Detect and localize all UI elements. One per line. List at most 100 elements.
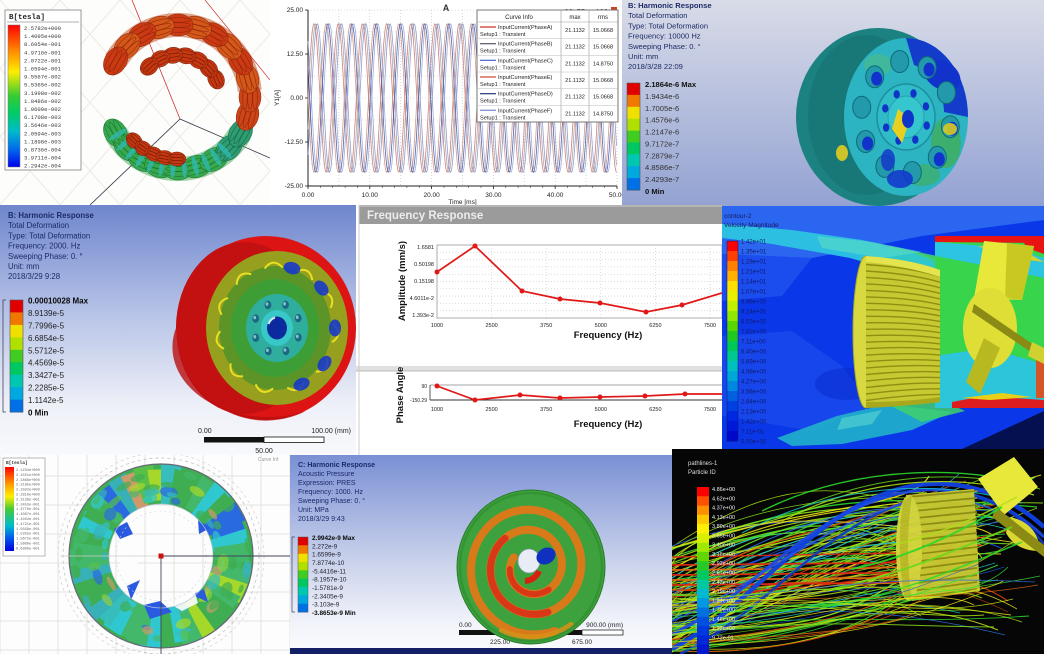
svg-text:14.8750: 14.8750	[593, 61, 613, 67]
svg-text:1.22e+00: 1.22e+00	[712, 626, 735, 632]
svg-text:InputCurrent(PhaseA): InputCurrent(PhaseA)	[498, 25, 553, 31]
svg-text:4.98e+00: 4.98e+00	[741, 370, 767, 376]
svg-text:Expression: PRES: Expression: PRES	[298, 480, 356, 487]
svg-text:21.1132: 21.1132	[565, 61, 585, 67]
svg-text:Total Deformation: Total Deformation	[8, 221, 69, 230]
svg-text:InputCurrent(PhaseF): InputCurrent(PhaseF)	[498, 108, 552, 114]
svg-text:0.50198: 0.50198	[414, 262, 434, 268]
svg-text:6.6854e-5: 6.6854e-5	[28, 334, 65, 343]
svg-text:Frequency: 2000. Hz: Frequency: 2000. Hz	[8, 242, 80, 251]
svg-text:2018/3/29 9:43: 2018/3/29 9:43	[298, 516, 345, 523]
svg-text:7500: 7500	[704, 407, 716, 413]
svg-text:0.00: 0.00	[302, 192, 315, 199]
svg-text:Type: Total Deformation: Type: Total Deformation	[8, 231, 90, 240]
svg-text:4.62e+00: 4.62e+00	[712, 496, 735, 502]
svg-text:1.4087e-001: 1.4087e-001	[16, 513, 40, 517]
svg-text:9.72e-01: 9.72e-01	[712, 635, 734, 641]
svg-text:2.67e+00: 2.67e+00	[712, 571, 735, 577]
svg-text:2.2819e+000: 2.2819e+000	[16, 494, 40, 498]
svg-text:InputCurrent(PhaseD): InputCurrent(PhaseD)	[498, 92, 553, 98]
svg-text:1.42e+01: 1.42e+01	[741, 240, 767, 246]
svg-text:6250: 6250	[649, 407, 661, 413]
svg-text:5.5365e-002: 5.5365e-002	[24, 82, 61, 89]
svg-text:2.5782e+000: 2.5782e+000	[24, 25, 62, 32]
svg-text:Setup1 : Transient: Setup1 : Transient	[480, 82, 526, 88]
svg-text:9.7172e-7: 9.7172e-7	[645, 139, 679, 148]
svg-text:-5.4416e-11: -5.4416e-11	[312, 568, 346, 575]
svg-text:1.9434e-6: 1.9434e-6	[645, 92, 679, 101]
svg-text:1.5989e-001: 1.5989e-001	[16, 543, 40, 547]
svg-text:B: Harmonic Response: B: Harmonic Response	[8, 211, 94, 220]
svg-text:1.8486e-002: 1.8486e-002	[24, 98, 61, 105]
svg-text:7.2879e-7: 7.2879e-7	[645, 151, 679, 160]
svg-text:4.8586e-7: 4.8586e-7	[645, 163, 679, 172]
svg-text:1.7005e-6: 1.7005e-6	[645, 104, 679, 113]
svg-text:2.3453e-001: 2.3453e-001	[16, 503, 40, 507]
svg-text:1.3770e-001: 1.3770e-001	[16, 508, 40, 512]
svg-text:8.9139e-5: 8.9139e-5	[28, 309, 65, 318]
svg-text:4.86e+00: 4.86e+00	[712, 487, 735, 493]
svg-text:3.5646e-003: 3.5646e-003	[24, 122, 61, 129]
svg-text:3.3427e-5: 3.3427e-5	[28, 371, 65, 380]
svg-text:Type: Total Deformation: Type: Total Deformation	[628, 21, 708, 30]
svg-text:4.27e+00: 4.27e+00	[741, 380, 767, 386]
svg-text:2.19e+00: 2.19e+00	[712, 589, 735, 595]
svg-text:5.69e+00: 5.69e+00	[741, 360, 767, 366]
svg-text:14.8750: 14.8750	[593, 111, 613, 117]
svg-text:1.2147e-6: 1.2147e-6	[645, 128, 679, 137]
svg-text:30.00: 30.00	[485, 192, 502, 199]
svg-text:2.3136e-001: 2.3136e-001	[16, 498, 40, 502]
svg-text:1.94e+00: 1.94e+00	[712, 598, 735, 604]
svg-text:3.65e+00: 3.65e+00	[712, 533, 735, 539]
svg-text:3.9711e-004: 3.9711e-004	[24, 155, 62, 162]
svg-text:12.50: 12.50	[287, 51, 304, 58]
svg-text:Frequency (Hz): Frequency (Hz)	[574, 330, 643, 341]
svg-text:1.6594e-001: 1.6594e-001	[24, 66, 62, 73]
svg-text:-1.5781e-9: -1.5781e-9	[312, 585, 343, 592]
svg-text:4.4569e-5: 4.4569e-5	[28, 359, 65, 368]
svg-text:6250: 6250	[649, 323, 661, 329]
svg-text:1.35e+01: 1.35e+01	[741, 250, 767, 256]
svg-text:15.0668: 15.0668	[593, 45, 613, 51]
svg-text:-2.3405e-9: -2.3405e-9	[312, 593, 343, 600]
svg-text:7.7996e-5: 7.7996e-5	[28, 321, 65, 330]
svg-text:900.00 (mm): 900.00 (mm)	[586, 622, 623, 629]
svg-text:1.5672e-001: 1.5672e-001	[16, 538, 40, 542]
svg-text:15.0668: 15.0668	[593, 78, 613, 84]
svg-text:Time [ms]: Time [ms]	[448, 199, 476, 205]
svg-text:2.2185e+000: 2.2185e+000	[16, 484, 40, 488]
svg-text:3750: 3750	[540, 323, 552, 329]
svg-text:0.00: 0.00	[198, 428, 212, 435]
svg-text:9.24e+00: 9.24e+00	[741, 310, 767, 316]
svg-text:Amplitude (mm/s): Amplitude (mm/s)	[397, 241, 408, 321]
svg-text:Unit: mm: Unit: mm	[8, 262, 39, 271]
svg-text:Y1[A]: Y1[A]	[274, 90, 281, 106]
svg-text:15.0668: 15.0668	[593, 28, 613, 34]
svg-text:1.0600e-002: 1.0600e-002	[24, 106, 61, 113]
svg-text:0.6306e-001: 0.6306e-001	[16, 547, 40, 551]
svg-text:A: A	[443, 3, 450, 13]
svg-text:Unit: mm: Unit: mm	[628, 52, 658, 61]
svg-text:1.4721e-001: 1.4721e-001	[16, 523, 40, 527]
svg-text:C: Harmonic Response: C: Harmonic Response	[298, 462, 375, 469]
svg-text:B[tesla]: B[tesla]	[9, 14, 45, 22]
svg-text:3.56e+00: 3.56e+00	[741, 390, 767, 396]
svg-text:Sweeping Phase: 0. °: Sweeping Phase: 0. °	[628, 42, 701, 51]
svg-text:3.1998e-002: 3.1998e-002	[24, 90, 61, 97]
svg-text:0.00010028 Max: 0.00010028 Max	[28, 297, 89, 306]
svg-text:1.6581: 1.6581	[417, 245, 434, 251]
svg-text:B: Harmonic Response: B: Harmonic Response	[628, 1, 712, 10]
svg-text:3.89e+00: 3.89e+00	[712, 524, 735, 530]
svg-text:1.5355e-001: 1.5355e-001	[16, 533, 40, 537]
svg-text:1000: 1000	[431, 407, 443, 413]
svg-text:Setup1 : Transient: Setup1 : Transient	[480, 32, 526, 38]
svg-text:Frequency (Hz): Frequency (Hz)	[574, 419, 643, 430]
svg-text:5.5712e-5: 5.5712e-5	[28, 346, 65, 355]
svg-text:Setup1 : Transient: Setup1 : Transient	[480, 49, 526, 55]
svg-text:2.84e+00: 2.84e+00	[741, 400, 767, 406]
svg-text:2.4293e-7: 2.4293e-7	[645, 175, 679, 184]
svg-text:0.00: 0.00	[290, 95, 303, 102]
svg-text:9.96e+00: 9.96e+00	[741, 300, 767, 306]
svg-text:2.1234e+000: 2.1234e+000	[16, 469, 40, 473]
svg-text:Curve Info: Curve Info	[505, 15, 533, 21]
